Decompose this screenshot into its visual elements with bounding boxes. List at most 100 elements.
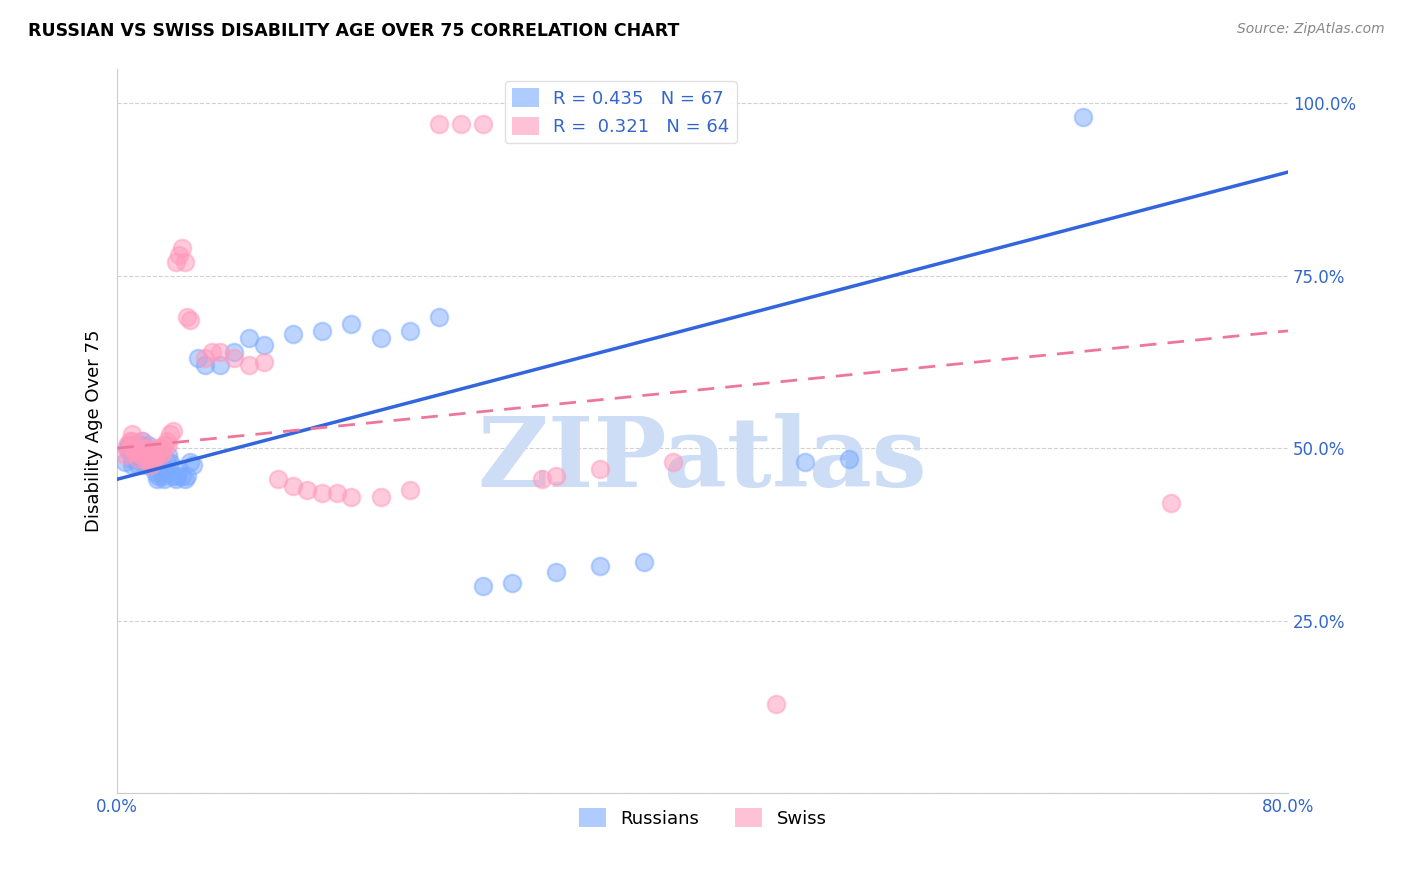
Point	[138, 455, 160, 469]
Point	[152, 468, 174, 483]
Point	[252, 337, 274, 351]
Point	[131, 434, 153, 449]
Point	[150, 441, 173, 455]
Point	[162, 424, 184, 438]
Point	[176, 468, 198, 483]
Point	[136, 438, 159, 452]
Point	[118, 438, 141, 452]
Point	[794, 455, 817, 469]
Point	[128, 441, 150, 455]
Point	[143, 466, 166, 480]
Point	[143, 448, 166, 462]
Point	[450, 117, 472, 131]
Point	[134, 455, 156, 469]
Point	[201, 344, 224, 359]
Point	[157, 448, 180, 462]
Point	[370, 331, 392, 345]
Point	[311, 486, 333, 500]
Point	[138, 444, 160, 458]
Point	[238, 359, 260, 373]
Point	[281, 479, 304, 493]
Point	[127, 451, 149, 466]
Point	[136, 448, 159, 462]
Point	[125, 451, 148, 466]
Point	[340, 490, 363, 504]
Point	[589, 462, 612, 476]
Point	[142, 451, 165, 466]
Point	[311, 324, 333, 338]
Text: RUSSIAN VS SWISS DISABILITY AGE OVER 75 CORRELATION CHART: RUSSIAN VS SWISS DISABILITY AGE OVER 75 …	[28, 22, 679, 40]
Point	[194, 359, 217, 373]
Point	[399, 483, 422, 497]
Point	[132, 451, 155, 466]
Point	[121, 451, 143, 466]
Point	[208, 359, 231, 373]
Point	[142, 458, 165, 473]
Point	[427, 117, 450, 131]
Point	[125, 441, 148, 455]
Point	[129, 448, 152, 462]
Point	[131, 444, 153, 458]
Point	[472, 117, 495, 131]
Point	[125, 441, 148, 455]
Point	[167, 462, 190, 476]
Point	[145, 472, 167, 486]
Point	[1160, 496, 1182, 510]
Point	[121, 458, 143, 473]
Point	[166, 468, 188, 483]
Point	[427, 310, 450, 324]
Point	[117, 438, 139, 452]
Point	[150, 466, 173, 480]
Point	[114, 448, 136, 462]
Point	[589, 558, 612, 573]
Point	[146, 444, 169, 458]
Point	[122, 438, 145, 452]
Point	[152, 444, 174, 458]
Point	[118, 444, 141, 458]
Point	[150, 458, 173, 473]
Point	[128, 441, 150, 455]
Point	[142, 451, 165, 466]
Point	[153, 472, 176, 486]
Point	[120, 444, 142, 458]
Point	[131, 441, 153, 455]
Point	[129, 438, 152, 452]
Y-axis label: Disability Age Over 75: Disability Age Over 75	[86, 330, 103, 533]
Point	[176, 310, 198, 324]
Point	[124, 444, 146, 458]
Point	[187, 351, 209, 366]
Point	[370, 490, 392, 504]
Point	[252, 355, 274, 369]
Point	[546, 566, 568, 580]
Point	[224, 344, 246, 359]
Text: ZIPatlas: ZIPatlas	[478, 413, 928, 507]
Point	[546, 468, 568, 483]
Point	[501, 575, 523, 590]
Point	[141, 458, 163, 473]
Point	[153, 438, 176, 452]
Point	[1071, 110, 1094, 124]
Point	[142, 444, 165, 458]
Point	[765, 697, 787, 711]
Point	[121, 441, 143, 455]
Legend: Russians, Swiss: Russians, Swiss	[571, 801, 834, 835]
Point	[208, 344, 231, 359]
Point	[472, 579, 495, 593]
Point	[224, 351, 246, 366]
Point	[162, 468, 184, 483]
Point	[131, 434, 153, 449]
Point	[135, 441, 157, 455]
Point	[121, 427, 143, 442]
Point	[141, 451, 163, 466]
Point	[194, 351, 217, 366]
Point	[155, 462, 177, 476]
Point	[281, 327, 304, 342]
Point	[325, 486, 347, 500]
Point	[135, 441, 157, 455]
Point	[399, 324, 422, 338]
Point	[173, 255, 195, 269]
Point	[139, 458, 162, 473]
Point	[127, 458, 149, 473]
Point	[145, 441, 167, 455]
Point	[267, 472, 290, 486]
